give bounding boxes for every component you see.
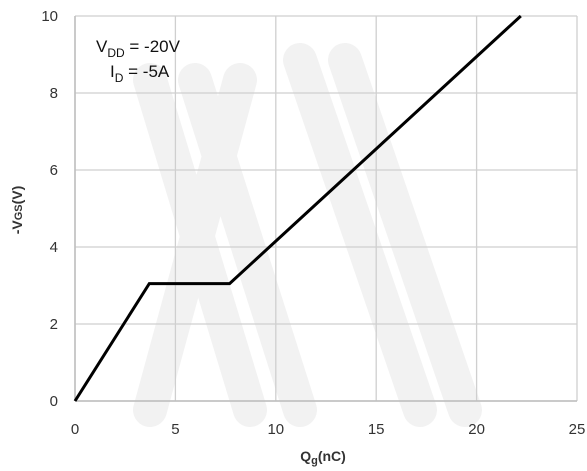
annotation-vdd: VDD = -20V — [96, 37, 181, 60]
watermark — [133, 43, 482, 427]
y-axis-title-sub: GS — [13, 204, 25, 220]
watermark-stroke-4 — [328, 43, 482, 427]
x-axis-title: Qg(nC) — [300, 448, 346, 467]
axes — [74, 16, 577, 402]
x-tick-label-1: 5 — [171, 421, 179, 438]
y-tick-label-1: 2 — [50, 316, 58, 333]
annotation-id: ID = -5A — [110, 62, 170, 85]
x-axis-title-rest: (nC) — [318, 448, 346, 464]
x-tick-label-2: 10 — [267, 421, 284, 438]
series — [73, 14, 522, 402]
y-tick-label-4: 8 — [50, 85, 58, 102]
x-tick-label-0: 0 — [71, 421, 79, 438]
annotation-vdd-sub: DD — [107, 46, 125, 60]
y-tick-label-3: 6 — [50, 162, 58, 179]
y-tick-label-5: 10 — [41, 8, 58, 25]
annotation-id-sub: D — [115, 71, 124, 85]
x-axis-title-sub: g — [311, 455, 318, 467]
annotation-id-main: I — [110, 62, 115, 81]
x-tick-label-5: 25 — [569, 421, 586, 438]
annotation-vdd-rest: = -20V — [125, 37, 181, 56]
annotation-id-rest: = -5A — [123, 62, 169, 81]
tick-labels: 0 5 10 15 20 25 0 2 4 6 8 10 — [41, 8, 585, 438]
watermark-stroke-2 — [133, 63, 257, 427]
x-axis-title-main: Q — [300, 448, 311, 464]
y-axis-title-main: -V — [9, 220, 25, 235]
x-tick-label-4: 20 — [468, 421, 485, 438]
y-axis-title: -VGS(V) — [9, 186, 25, 235]
series-line-0 — [73, 14, 522, 402]
annotation-vdd-main: V — [96, 37, 108, 56]
y-tick-label-0: 0 — [50, 393, 58, 410]
x-tick-label-3: 15 — [368, 421, 385, 438]
y-tick-label-2: 4 — [50, 239, 58, 256]
y-axis-title-rest: (V) — [9, 186, 25, 205]
watermark-stroke-3 — [283, 43, 437, 427]
